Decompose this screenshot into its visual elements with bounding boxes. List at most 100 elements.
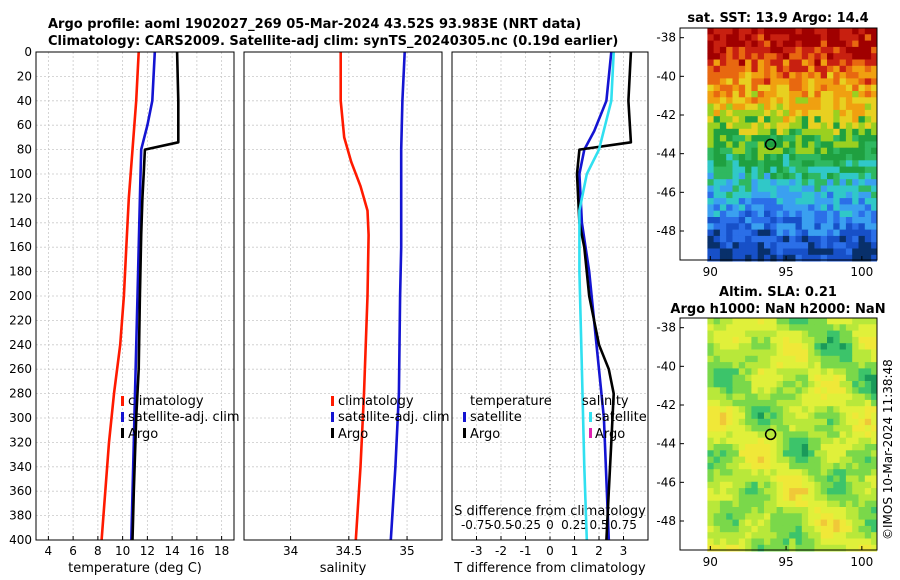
map-cell [871,500,878,508]
map-cell [820,500,828,508]
map-cell [770,412,777,420]
legend-label-t-satellite: satellite [470,410,522,425]
map-cell [719,229,727,237]
map-cell [795,179,803,186]
map-cell [776,254,784,262]
map-cell [839,223,847,230]
map-cell [839,84,847,92]
map-cell [827,154,834,161]
map-cell [713,469,721,476]
map-cell [757,78,765,86]
map-cell [751,336,759,344]
map-cell [745,28,752,35]
map-cell [738,172,746,180]
map-cell [726,53,733,60]
map-cell [751,217,759,224]
map-cell [827,318,834,325]
map-cell [745,456,752,464]
map-cell [871,229,878,237]
map-cell [820,431,828,439]
map-cell [707,242,714,249]
map-cell [808,103,815,111]
map-cell [776,97,784,104]
map-cell [707,406,714,413]
map-cell [852,84,859,92]
map-cell [713,242,721,249]
map-cell [751,172,759,180]
map-cell [732,103,740,111]
map-cell [845,336,853,344]
map-cell [707,229,714,237]
map-cell [764,544,771,552]
map-cell [852,355,859,363]
map-cell [732,135,740,142]
map-cell [864,437,872,445]
map-cell [845,355,853,363]
map-cell [789,513,796,520]
map-cell [839,462,847,470]
map-cell [795,172,803,180]
map-cell [770,65,777,73]
map-cell [707,103,714,111]
top-tick-label: -0.5 [489,518,512,532]
map-cell [858,122,866,130]
map-cell [858,53,866,60]
map-cell [789,84,796,92]
map-cell [789,198,796,205]
map-nodata [680,28,708,260]
map-cell [871,204,878,212]
map-cell [871,72,878,79]
x-tick-label: 1 [571,544,579,558]
map-cell [814,450,822,457]
map-cell [814,223,822,230]
map-cell [858,507,866,514]
map-cell [814,34,822,41]
map-cell [764,469,771,476]
map-cell [839,406,847,413]
map-cell [845,217,853,224]
map-cell [820,519,828,527]
map-cell [719,374,727,382]
map-cell [864,128,872,136]
map-cell [871,97,878,104]
map-cell [776,78,784,86]
map-cell [852,141,859,149]
map-cell [782,103,790,111]
map-cell [852,538,859,546]
map-cell [852,450,859,457]
map-cell [871,141,878,149]
map-cell [820,368,828,376]
map-cell [827,141,834,149]
legend-label-argo: Argo [128,427,158,442]
map-cell [732,475,740,483]
map-cell [770,444,777,451]
map-cell [839,97,847,104]
sst-map-title: sat. SST: 13.9 Argo: 14.4 [687,11,868,26]
map-cell [770,217,777,224]
map-cell [808,248,815,256]
map-cell [864,84,872,92]
map-cell [713,65,721,73]
map-cell [858,324,866,331]
map-cell [858,538,866,546]
map-cell [820,248,828,256]
map-cell [864,488,872,495]
map-cell [827,166,834,174]
map-cell [795,160,803,167]
map-cell [801,204,809,212]
map-cell [839,242,847,249]
map-cell [827,179,834,186]
map-cell [764,116,771,123]
map-cell [833,418,840,426]
map-cell [864,72,872,79]
map-cell [751,431,759,439]
y-tick-label: -40 [656,359,676,373]
map-cell [801,399,809,407]
map-cell [770,40,777,48]
map-cell [757,387,765,394]
x-tick-label: -2 [495,544,507,558]
map-cell [808,381,815,388]
map-cell [833,40,840,48]
map-cell [738,147,746,155]
map-cell [833,191,840,199]
